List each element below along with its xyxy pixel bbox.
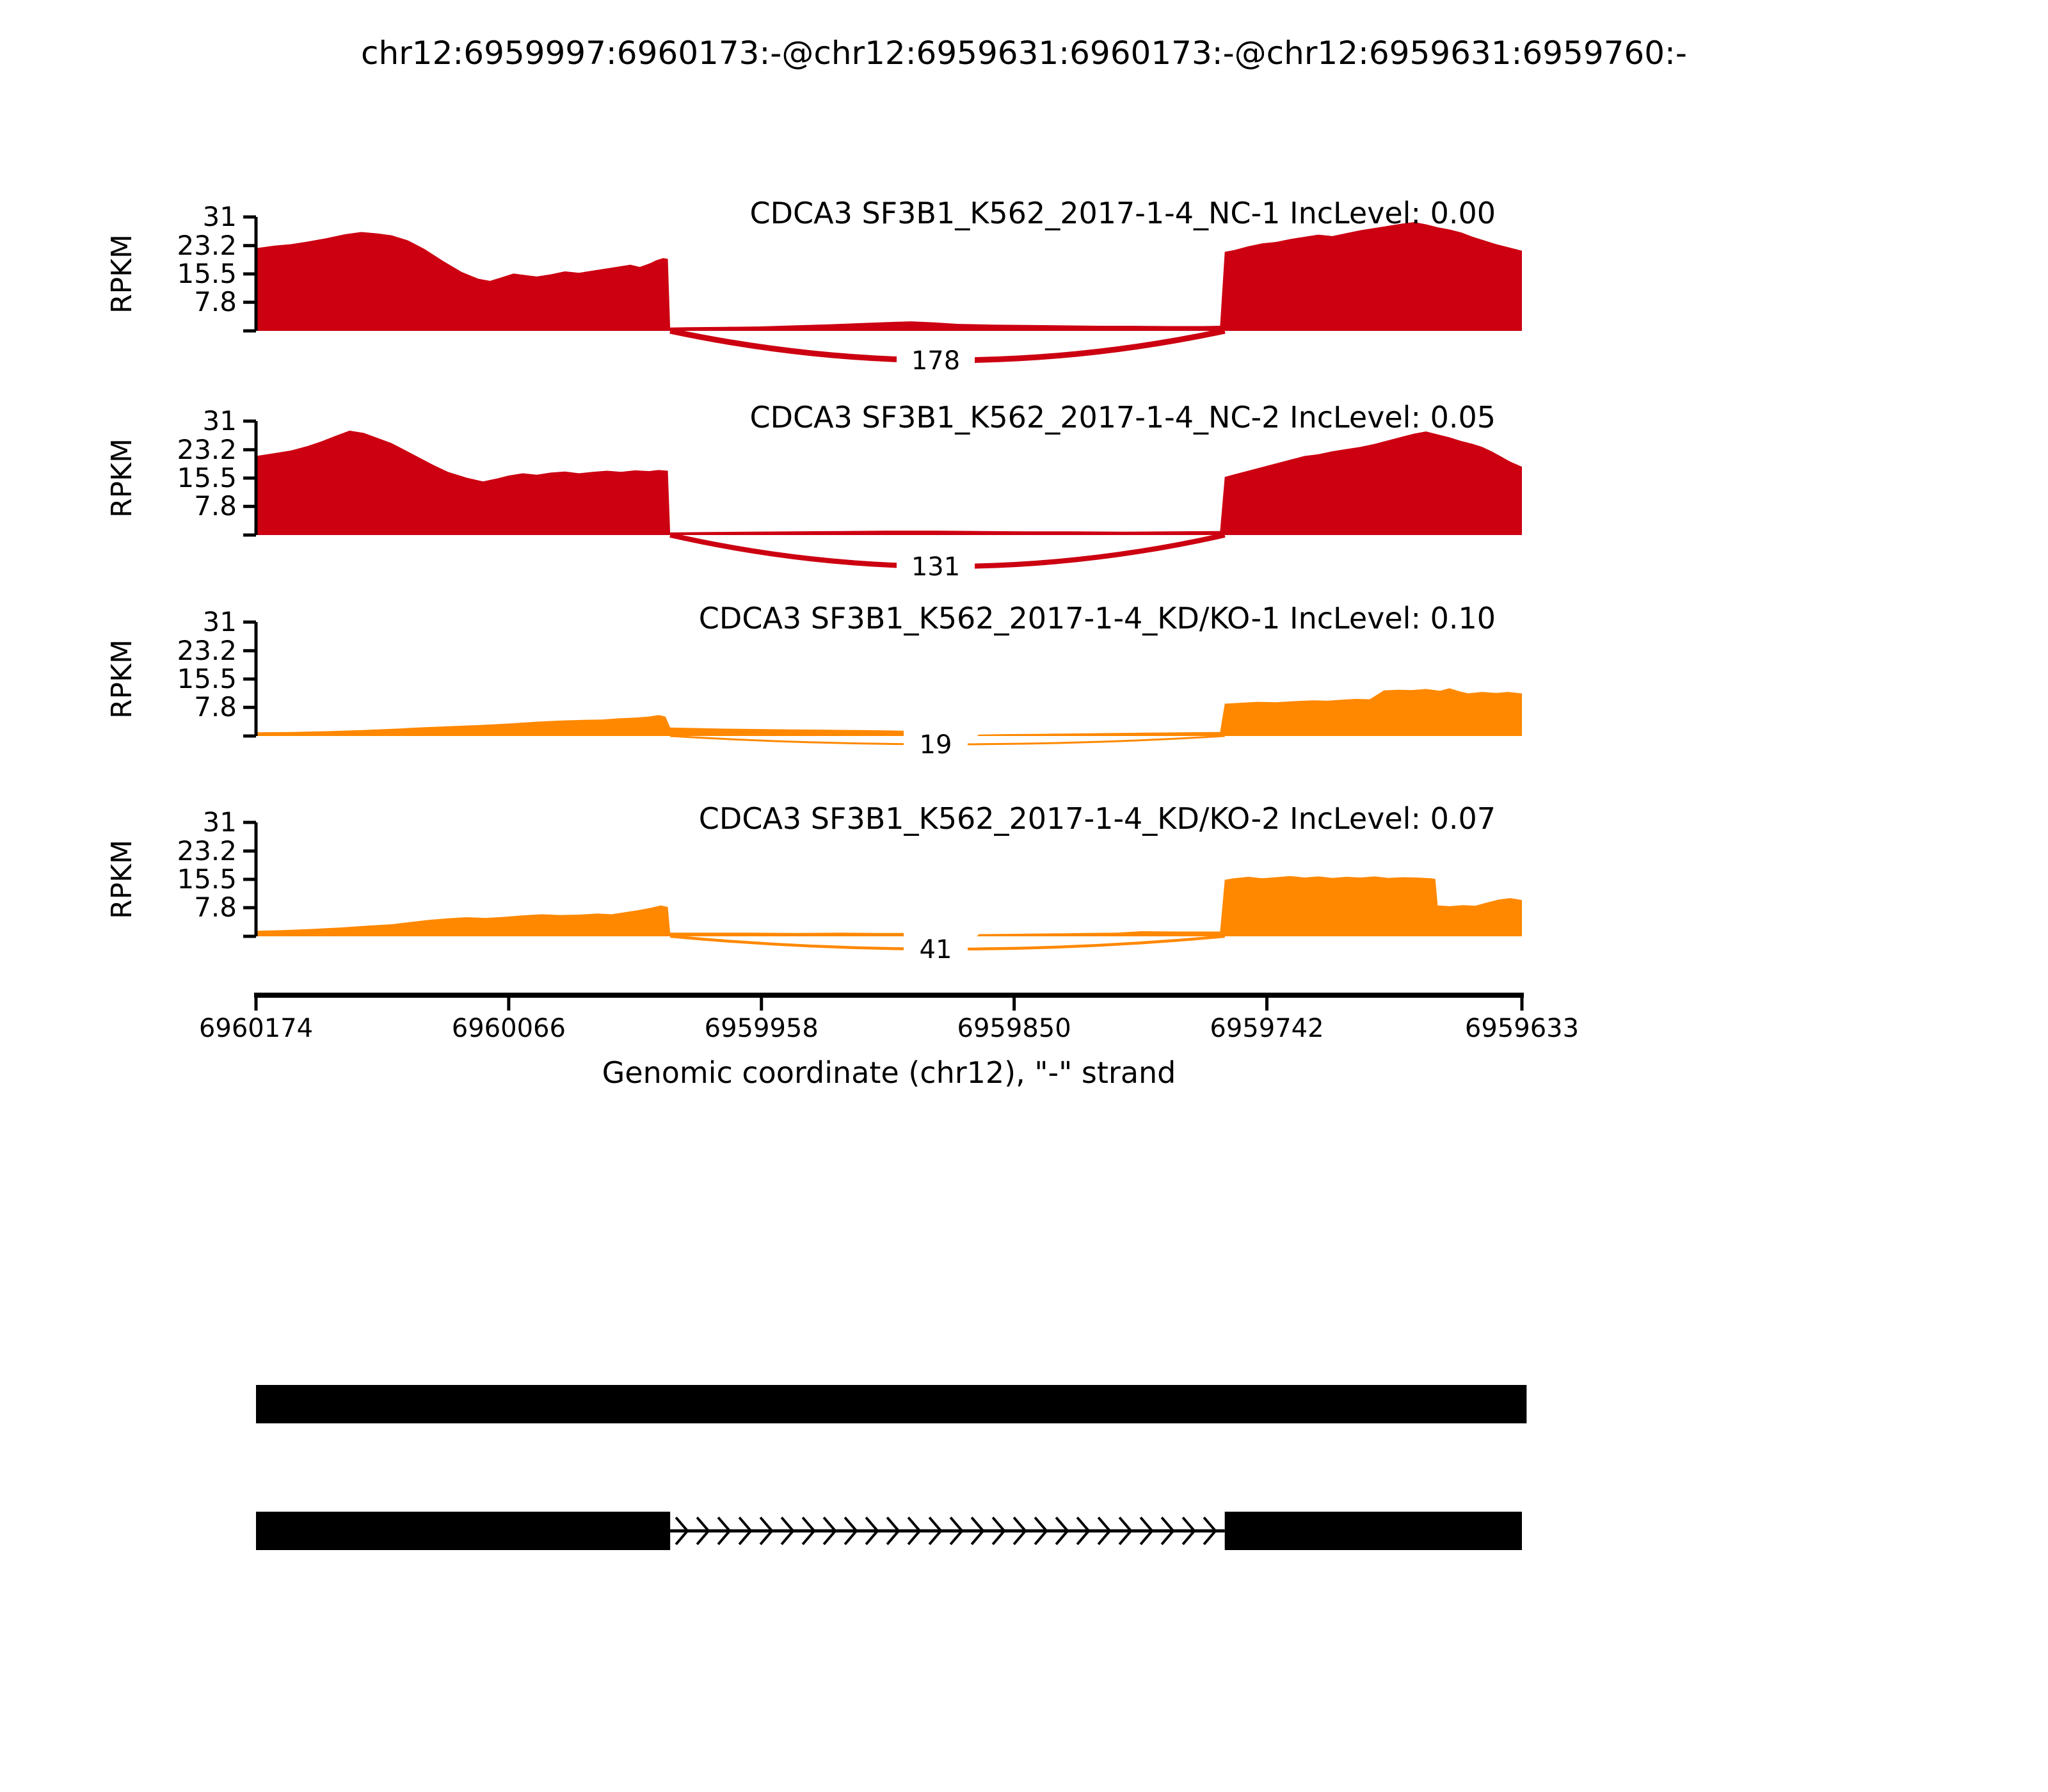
- coverage-area: [256, 688, 1522, 736]
- y-tick-label: 15.5: [177, 462, 237, 493]
- coverage-area: [256, 430, 1522, 535]
- y-tick-label: 31: [203, 405, 237, 436]
- track-3: 19 7.815.523.231 RPKM CDCA3 SF3B1_K562_2017…: [106, 601, 1522, 764]
- intron-arrow-icon: [738, 1516, 753, 1546]
- y-tick-label: 23.2: [177, 434, 237, 465]
- y-axis-title: RPKM: [106, 840, 138, 919]
- x-tick-label: 6959850: [957, 1014, 1071, 1043]
- y-tick-label: 31: [203, 201, 237, 232]
- y-tick-label: 31: [203, 606, 237, 637]
- y-tick-label: 15.5: [177, 258, 237, 289]
- y-axis-title: RPKM: [106, 639, 138, 719]
- intron-arrow-icon: [865, 1516, 879, 1546]
- intron-arrow-icon: [1055, 1516, 1069, 1546]
- exon-block: [1224, 1512, 1522, 1550]
- x-tick-label: 6959633: [1465, 1014, 1579, 1043]
- intron-arrow-icon: [928, 1516, 943, 1546]
- track-4: 41 7.815.523.231 RPKM CDCA3 SF3B1_K562_2017…: [106, 801, 1522, 969]
- coverage-area: [256, 222, 1522, 331]
- junction-label-bbox: [904, 724, 968, 764]
- y-tick-label: 23.2: [177, 635, 237, 666]
- x-axis-ticks: 6960174 6960066 6959958 6959850 6959742 69596…: [199, 993, 1579, 1043]
- junction-label-bbox: [904, 929, 968, 969]
- junction-count-label: 131: [911, 552, 960, 582]
- y-tick-label: 7.8: [194, 892, 237, 923]
- figure-title: chr12:6959997:6960173:-@chr12:6959631:69…: [361, 35, 1687, 72]
- intron-arrow-icon: [907, 1516, 922, 1546]
- junction-count-label: 41: [920, 935, 952, 964]
- intron-arrow-icon: [1097, 1516, 1112, 1546]
- intron-arrow-icon: [1076, 1516, 1091, 1546]
- intron-arrow-icon: [801, 1516, 816, 1546]
- track-title: CDCA3 SF3B1_K562_2017-1-4_NC-1 IncLevel:…: [749, 196, 1496, 230]
- exon-block: [256, 1385, 1527, 1423]
- track-title: CDCA3 SF3B1_K562_2017-1-4_NC-2 IncLevel:…: [749, 400, 1496, 435]
- intron-arrow-icon: [1203, 1516, 1217, 1546]
- intron-arrow-icon: [886, 1516, 900, 1546]
- x-tick-label: 6960174: [199, 1014, 313, 1043]
- y-axis-title: RPKM: [106, 234, 138, 314]
- intron-arrow-icon: [759, 1516, 774, 1546]
- intron-arrow-icon: [1160, 1516, 1175, 1546]
- junction-label-bbox: [897, 340, 975, 380]
- y-tick-label: 23.2: [177, 835, 237, 867]
- intron-arrow-icon: [1012, 1516, 1027, 1546]
- intron-arrow-icon: [1118, 1516, 1133, 1546]
- coverage-area: [256, 876, 1522, 936]
- x-tick-label: 6960066: [452, 1014, 566, 1043]
- track-2: 131 7.815.523.231 RPKM CDCA3 SF3B1_K562_201…: [106, 400, 1522, 586]
- intron-arrow-icon: [991, 1516, 1006, 1546]
- junction-count-label: 19: [920, 730, 952, 760]
- y-axis-title: RPKM: [106, 438, 138, 518]
- x-tick-label: 6959742: [1210, 1014, 1324, 1043]
- track-title: CDCA3 SF3B1_K562_2017-1-4_KD/KO-2 IncLev…: [699, 801, 1496, 836]
- y-tick-label: 23.2: [177, 230, 237, 261]
- y-tick-label: 31: [203, 806, 237, 838]
- intron-arrow-icon: [949, 1516, 964, 1546]
- junction-count-label: 178: [911, 346, 960, 376]
- intron-arrow-icon: [1139, 1516, 1154, 1546]
- x-axis: Genomic coordinate (chr12), "-" strand 6…: [199, 993, 1579, 1090]
- intron-arrow-icon: [1034, 1516, 1048, 1546]
- exon-block: [256, 1512, 671, 1550]
- x-axis-title: Genomic coordinate (chr12), "-" strand: [602, 1055, 1176, 1090]
- intron-arrow-icon: [780, 1516, 795, 1546]
- intron-arrow-icon: [970, 1516, 985, 1546]
- gene-isoform-1: [256, 1385, 1527, 1423]
- gene-isoform-2: [256, 1512, 1522, 1550]
- intron-arrow-icon: [717, 1516, 732, 1546]
- intron-arrow-icon: [822, 1516, 837, 1546]
- y-tick-label: 15.5: [177, 663, 237, 694]
- track-title: CDCA3 SF3B1_K562_2017-1-4_KD/KO-1 IncLev…: [699, 601, 1496, 636]
- intron-arrow-icon: [696, 1516, 710, 1546]
- junction-label-bbox: [897, 547, 975, 586]
- intron-arrow-icon: [1181, 1516, 1196, 1546]
- gene-model: [256, 1385, 1527, 1550]
- y-tick-label: 7.8: [194, 691, 237, 723]
- intron-arrow-icon: [675, 1516, 689, 1546]
- y-tick-label: 7.8: [194, 490, 237, 522]
- x-tick-label: 6959958: [705, 1014, 819, 1043]
- y-tick-label: 15.5: [177, 863, 237, 895]
- track-1: 178 7.815.523.231 RPKM CDCA3 SF3B1_K562_201…: [106, 196, 1522, 380]
- y-tick-label: 7.8: [194, 286, 237, 317]
- intron-arrow-icon: [844, 1516, 858, 1546]
